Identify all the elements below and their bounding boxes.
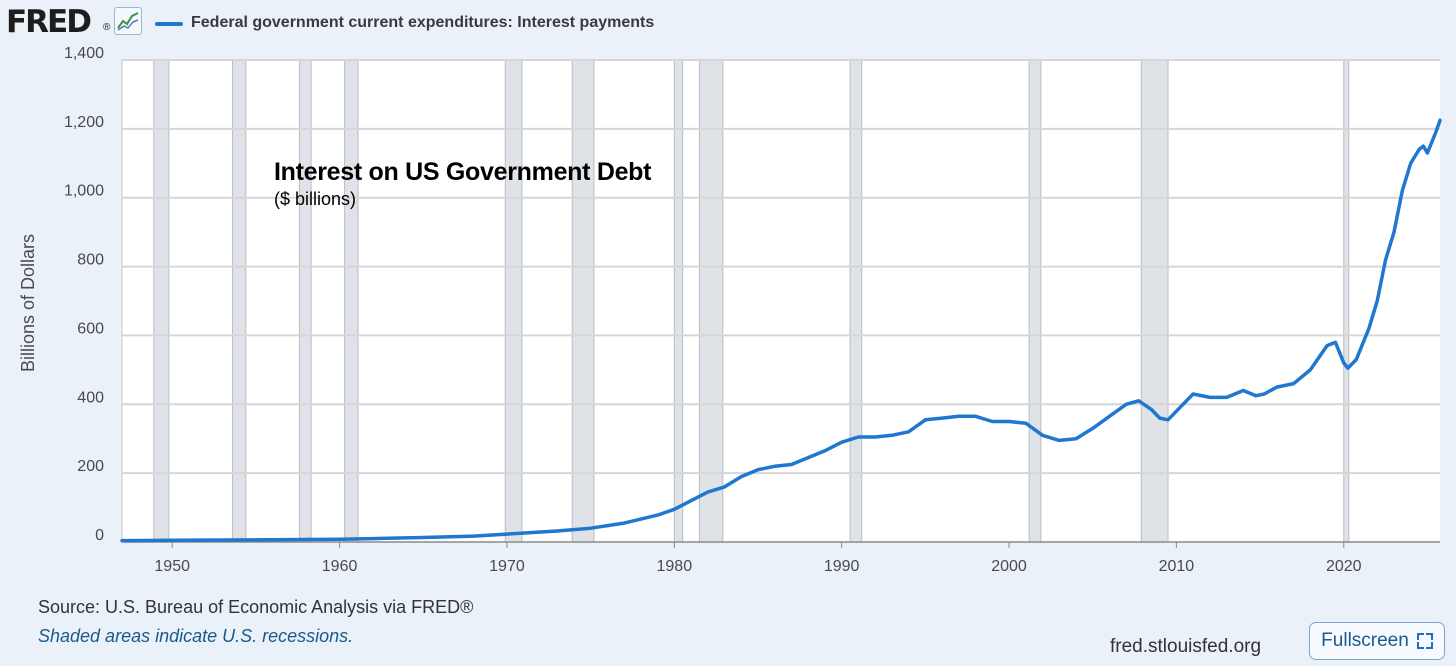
axes: 0 200 400 600 800 1,000 1,200 1,400 1950 1960 1970… (64, 45, 1440, 575)
recession-band (1028, 59, 1042, 543)
legend-label: Federal government current expenditures:… (191, 14, 655, 31)
y-tick-label: 1,000 (64, 183, 104, 200)
chart: 0 200 400 600 800 1,000 1,200 1,400 1950 1960 1970… (18, 45, 1442, 575)
recession-band (1343, 59, 1350, 543)
gridlines (122, 59, 1440, 475)
fred-logo[interactable]: FRED (6, 4, 92, 40)
x-tick-label: 2000 (991, 558, 1027, 575)
x-tick-label: 2010 (1159, 558, 1195, 575)
annotation-title: Interest on US Government Debt (274, 158, 652, 186)
recession-shading (153, 59, 1350, 543)
series-line-interest-payments (120, 118, 1442, 543)
y-tick-label: 400 (77, 389, 104, 406)
x-tick-label: 1970 (489, 558, 525, 575)
recession-note: Shaded areas indicate U.S. recessions. (38, 626, 354, 646)
expand-icon (1416, 633, 1433, 649)
x-tick-label: 1990 (824, 558, 860, 575)
plot-area (122, 60, 1440, 542)
line-graph-icon[interactable] (114, 7, 142, 35)
y-tick-label: 1,200 (64, 114, 104, 131)
y-tick-label: 600 (77, 320, 104, 337)
y-tick-label: 200 (77, 458, 104, 475)
recession-band (344, 59, 359, 543)
recession-band (1140, 59, 1169, 543)
recession-band (698, 59, 724, 543)
recession-band (153, 59, 170, 543)
line-graph-icon-glyph (117, 12, 139, 31)
chart-annotation: Interest on US Government Debt ($ billio… (274, 158, 651, 210)
header-bar: FRED ® Federal government current expend… (0, 0, 1456, 48)
recession-band (231, 59, 247, 543)
y-tick-label: 800 (77, 252, 104, 269)
y-tick-label: 1,400 (64, 45, 104, 62)
fullscreen-button[interactable]: Fullscreen (1309, 622, 1445, 660)
annotation-subtitle: ($ billions) (274, 189, 357, 209)
x-tick-label: 1950 (154, 558, 190, 575)
y-axis-title: Billions of Dollars (18, 234, 38, 372)
y-tick-label: 0 (95, 527, 104, 544)
x-tick-label: 1980 (657, 558, 693, 575)
recession-band (571, 59, 595, 543)
registered-mark: ® (103, 22, 111, 33)
site-link[interactable]: fred.stlouisfed.org (1110, 636, 1262, 657)
recession-band (673, 59, 684, 543)
recession-band (849, 59, 863, 543)
x-tick-label: 1960 (322, 558, 358, 575)
legend-swatch (155, 22, 183, 26)
fullscreen-label: Fullscreen (1321, 630, 1409, 651)
recession-band (298, 59, 312, 543)
source-note: Source: U.S. Bureau of Economic Analysis… (38, 597, 474, 617)
recession-band (504, 59, 523, 543)
x-tick-label: 2020 (1326, 558, 1362, 575)
